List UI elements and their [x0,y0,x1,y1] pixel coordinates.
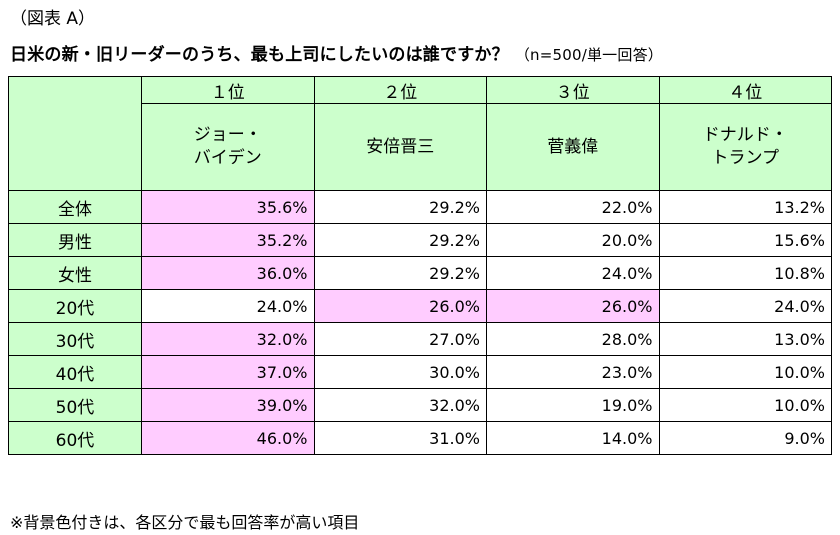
value-cell: 14.0% [486,421,660,455]
value-cell: 13.0% [658,322,832,356]
value-cell: 29.2% [313,190,487,224]
value-cell: 36.0% [141,256,315,290]
title-text: 日米の新・旧リーダーのうち、最も上司にしたいのは誰ですか？ [10,45,509,65]
leader-header: 安倍晋三 [313,103,487,191]
value-cell: 9.0% [658,421,832,455]
value-cell: 22.0% [486,190,660,224]
leader-name-line: トランプ [711,148,780,168]
rank-header-row: １位 ２位 ３位 ４位 [8,76,832,191]
value-cell: 26.0% [313,289,487,323]
value-cell: 35.2% [141,223,315,257]
table-row: 女性 36.0% 29.2% 24.0% 10.8% [8,256,832,290]
value-cell: 29.2% [313,256,487,290]
leader-name-line: ドナルド・ [702,125,788,146]
value-cell: 32.0% [313,388,487,422]
table-row: 20代 24.0% 26.0% 26.0% 24.0% [8,289,832,323]
corner-cell [8,76,142,191]
table-row: 全体 35.6% 29.2% 22.0% 13.2% [8,190,832,224]
rank-header: ３位 [486,76,660,104]
value-cell: 19.0% [486,388,660,422]
table-body: 全体 35.6% 29.2% 22.0% 13.2% 男性 35.2% 29.2% 20.0% 1… [8,190,832,455]
value-cell: 32.0% [141,322,315,356]
row-label: 50代 [8,388,142,422]
row-label: 女性 [8,256,142,290]
row-label: 60代 [8,421,142,455]
rank-header: ４位 [658,76,832,104]
leader-name-line: 菅義偉 [547,136,599,157]
table-row: 男性 35.2% 29.2% 20.0% 15.6% [8,223,832,257]
value-cell: 29.2% [313,223,487,257]
value-cell: 24.0% [658,289,832,323]
value-cell: 10.8% [658,256,832,290]
footnote: ※背景色付きは、各区分で最も回答率が高い項目 [10,513,360,532]
leader-header: ドナルド・ トランプ [658,103,832,191]
row-label: 20代 [8,289,142,323]
survey-table: １位 ２位 ３位 ４位 ジョー・ バイデン 安倍晋三 菅義偉 ドナルド・ トラン… [8,76,832,455]
rank-header: ２位 [313,76,487,104]
value-cell: 23.0% [486,355,660,389]
table-row: 60代 46.0% 31.0% 14.0% 9.0% [8,421,832,455]
value-cell: 27.0% [313,322,487,356]
leader-name-line: バイデン [193,148,262,168]
value-cell: 24.0% [141,289,315,323]
value-cell: 37.0% [141,355,315,389]
value-cell: 26.0% [486,289,660,323]
sample-note: （n=500/単一回答） [514,46,663,64]
leader-name-line: ジョー・ [193,125,262,146]
leader-header: ジョー・ バイデン [141,103,315,191]
value-cell: 10.0% [658,355,832,389]
value-cell: 15.6% [658,223,832,257]
value-cell: 28.0% [486,322,660,356]
row-label: 男性 [8,223,142,257]
table-row: 30代 32.0% 27.0% 28.0% 13.0% [8,322,832,356]
row-label: 全体 [8,190,142,224]
page-title: 日米の新・旧リーダーのうち、最も上司にしたいのは誰ですか？ （n=500/単一回答… [10,40,663,65]
value-cell: 39.0% [141,388,315,422]
value-cell: 35.6% [141,190,315,224]
value-cell: 24.0% [486,256,660,290]
figure-label: （図表 A） [10,9,96,29]
leader-header: 菅義偉 [486,103,660,191]
row-label: 30代 [8,322,142,356]
table-row: 40代 37.0% 30.0% 23.0% 10.0% [8,355,832,389]
value-cell: 13.2% [658,190,832,224]
value-cell: 10.0% [658,388,832,422]
value-cell: 30.0% [313,355,487,389]
value-cell: 31.0% [313,421,487,455]
value-cell: 46.0% [141,421,315,455]
leader-header-row: ジョー・ バイデン 安倍晋三 菅義偉 ドナルド・ トランプ [9,103,832,191]
rank-header: １位 [141,76,315,104]
row-label: 40代 [8,355,142,389]
leader-name-line: 安倍晋三 [366,136,435,157]
table-row: 50代 39.0% 32.0% 19.0% 10.0% [8,388,832,422]
value-cell: 20.0% [486,223,660,257]
